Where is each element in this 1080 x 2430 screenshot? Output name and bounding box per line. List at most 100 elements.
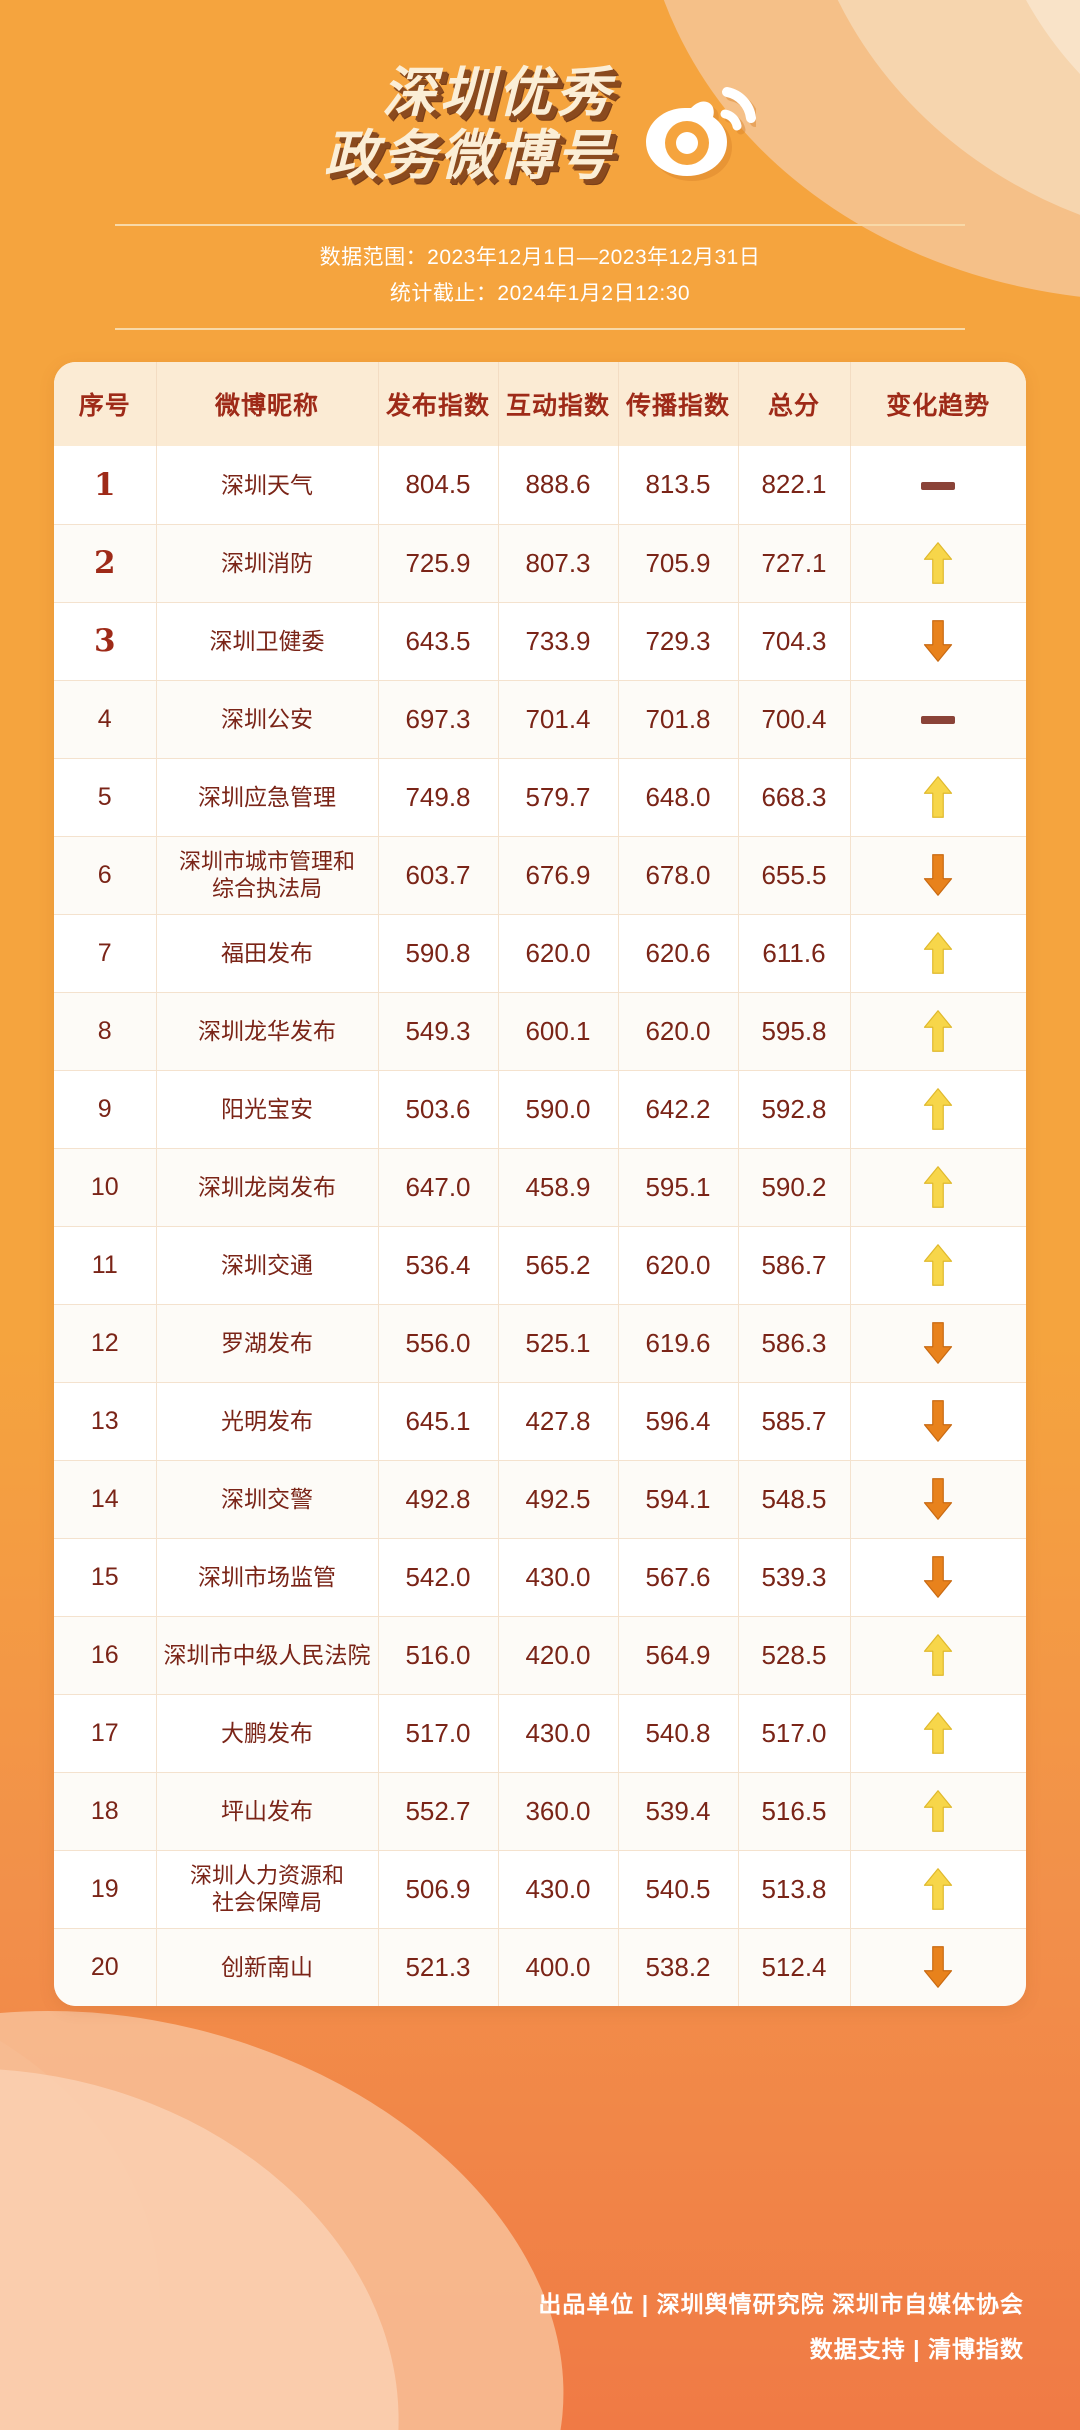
table-row[interactable]: 5 深圳应急管理 749.8 579.7 648.0 668.3 bbox=[54, 758, 1026, 837]
trend-down-icon bbox=[924, 1556, 953, 1599]
trend-up-icon bbox=[924, 542, 953, 585]
table-row[interactable]: 17 大鹏发布 517.0 430.0 540.8 517.0 bbox=[54, 1694, 1026, 1773]
cell-interaction-index: 430.0 bbox=[498, 1850, 619, 1929]
poster-title-line-1: 深圳优秀 bbox=[382, 61, 614, 125]
cell-rank: 10 bbox=[54, 1148, 157, 1227]
table-row[interactable]: 14 深圳交警 492.8 492.5 594.1 548.5 bbox=[54, 1460, 1026, 1539]
cell-interaction-index: 565.2 bbox=[498, 1226, 619, 1305]
table-header-row: 序号 微博昵称 发布指数 互动指数 传播指数 总分 变化趋势 bbox=[54, 362, 1026, 447]
trend-up-icon bbox=[924, 1244, 953, 1287]
cell-total-score: 516.5 bbox=[738, 1772, 851, 1851]
table-row[interactable]: 1 深圳天气 804.5 888.6 813.5 822.1 bbox=[54, 446, 1026, 525]
cell-publish-index: 503.6 bbox=[378, 1070, 499, 1149]
cell-rank: 15 bbox=[54, 1538, 157, 1617]
cell-spread-index: 642.2 bbox=[618, 1070, 739, 1149]
table-row[interactable]: 8 深圳龙华发布 549.3 600.1 620.0 595.8 bbox=[54, 992, 1026, 1071]
cell-spread-index: 596.4 bbox=[618, 1382, 739, 1461]
cell-total-score: 592.8 bbox=[738, 1070, 851, 1149]
cell-rank: 17 bbox=[54, 1694, 157, 1773]
cell-interaction-index: 430.0 bbox=[498, 1538, 619, 1617]
cell-interaction-index: 590.0 bbox=[498, 1070, 619, 1149]
cell-total-score: 611.6 bbox=[738, 914, 851, 993]
table-row[interactable]: 11 深圳交通 536.4 565.2 620.0 586.7 bbox=[54, 1226, 1026, 1305]
cell-rank: 19 bbox=[54, 1850, 157, 1929]
footer-producer: 出品单位 | 深圳舆情研究院 深圳市自媒体协会 bbox=[538, 2291, 1024, 2318]
cell-trend bbox=[850, 992, 1026, 1071]
cell-publish-index: 697.3 bbox=[378, 680, 499, 759]
cell-account-name: 深圳市中级人民法院 bbox=[156, 1616, 379, 1695]
cell-account-name: 深圳卫健委 bbox=[156, 602, 379, 681]
trend-down-icon bbox=[924, 1400, 953, 1443]
table-row[interactable]: 4 深圳公安 697.3 701.4 701.8 700.4 bbox=[54, 680, 1026, 759]
col-header-trend: 变化趋势 bbox=[850, 362, 1026, 447]
cell-total-score: 528.5 bbox=[738, 1616, 851, 1695]
cell-publish-index: 517.0 bbox=[378, 1694, 499, 1773]
cell-spread-index: 648.0 bbox=[618, 758, 739, 837]
cell-interaction-index: 888.6 bbox=[498, 446, 619, 525]
cell-spread-index: 595.1 bbox=[618, 1148, 739, 1227]
cell-trend bbox=[850, 914, 1026, 993]
cell-account-name: 坪山发布 bbox=[156, 1772, 379, 1851]
cell-spread-index: 594.1 bbox=[618, 1460, 739, 1539]
meta-data-cutoff: 统计截止：2024年1月2日12:30 bbox=[389, 282, 691, 306]
cell-total-score: 585.7 bbox=[738, 1382, 851, 1461]
cell-account-name: 深圳人力资源和 社会保障局 bbox=[156, 1850, 379, 1929]
table-row[interactable]: 18 坪山发布 552.7 360.0 539.4 516.5 bbox=[54, 1772, 1026, 1851]
cell-interaction-index: 701.4 bbox=[498, 680, 619, 759]
cell-total-score: 668.3 bbox=[738, 758, 851, 837]
cell-trend bbox=[850, 1148, 1026, 1227]
cell-trend bbox=[850, 1538, 1026, 1617]
table-row[interactable]: 10 深圳龙岗发布 647.0 458.9 595.1 590.2 bbox=[54, 1148, 1026, 1227]
table-row[interactable]: 9 阳光宝安 503.6 590.0 642.2 592.8 bbox=[54, 1070, 1026, 1149]
title-block: 深圳优秀 政务微博号 bbox=[324, 62, 614, 187]
table-row[interactable]: 13 光明发布 645.1 427.8 596.4 585.7 bbox=[54, 1382, 1026, 1461]
cell-trend bbox=[850, 1382, 1026, 1461]
cell-account-name: 光明发布 bbox=[156, 1382, 379, 1461]
table-row[interactable]: 20 创新南山 521.3 400.0 538.2 512.4 bbox=[54, 1928, 1026, 2007]
table-row[interactable]: 15 深圳市场监管 542.0 430.0 567.6 539.3 bbox=[54, 1538, 1026, 1617]
cell-total-score: 727.1 bbox=[738, 524, 851, 603]
cell-trend bbox=[850, 836, 1026, 915]
table-row[interactable]: 12 罗湖发布 556.0 525.1 619.6 586.3 bbox=[54, 1304, 1026, 1383]
poster-footer: 出品单位 | 深圳舆情研究院 深圳市自媒体协会 数据支持 | 清博指数 bbox=[538, 2282, 1024, 2372]
cell-interaction-index: 579.7 bbox=[498, 758, 619, 837]
table-row[interactable]: 2 深圳消防 725.9 807.3 705.9 727.1 bbox=[54, 524, 1026, 603]
cell-rank: 2 bbox=[54, 524, 157, 603]
cell-total-score: 700.4 bbox=[738, 680, 851, 759]
table-row[interactable]: 6 深圳市城市管理和 综合执法局 603.7 676.9 678.0 655.5 bbox=[54, 836, 1026, 915]
cell-spread-index: 564.9 bbox=[618, 1616, 739, 1695]
trend-down-icon bbox=[924, 1478, 953, 1521]
cell-trend bbox=[850, 1460, 1026, 1539]
table-row[interactable]: 16 深圳市中级人民法院 516.0 420.0 564.9 528.5 bbox=[54, 1616, 1026, 1695]
trend-up-icon bbox=[924, 932, 953, 975]
cell-spread-index: 540.8 bbox=[618, 1694, 739, 1773]
ranking-card: 序号 微博昵称 发布指数 互动指数 传播指数 总分 变化趋势 1 深圳天气 804.… bbox=[54, 362, 1026, 2007]
table-body: 1 深圳天气 804.5 888.6 813.5 822.1 2 深圳消防 725.9 807.3… bbox=[54, 446, 1026, 2007]
cell-spread-index: 678.0 bbox=[618, 836, 739, 915]
table-row[interactable]: 7 福田发布 590.8 620.0 620.6 611.6 bbox=[54, 914, 1026, 993]
cell-spread-index: 538.2 bbox=[618, 1928, 739, 2007]
poster-header: 深圳优秀 政务微博号 数据范围：2023年12月1日—2023年12月31日 统… bbox=[0, 0, 1080, 331]
cell-account-name: 创新南山 bbox=[156, 1928, 379, 2007]
trend-down-icon bbox=[924, 620, 953, 663]
trend-flat-icon bbox=[921, 716, 956, 725]
col-header-publish: 发布指数 bbox=[378, 362, 499, 447]
trend-up-icon bbox=[924, 1868, 953, 1911]
cell-total-score: 586.3 bbox=[738, 1304, 851, 1383]
trend-flat-icon bbox=[921, 481, 956, 490]
trend-down-icon bbox=[924, 854, 953, 897]
cell-total-score: 513.8 bbox=[738, 1850, 851, 1929]
cell-trend bbox=[850, 1304, 1026, 1383]
cell-rank: 20 bbox=[54, 1928, 157, 2007]
trend-down-icon bbox=[924, 1946, 953, 1989]
trend-up-icon bbox=[924, 1712, 953, 1755]
col-header-rank: 序号 bbox=[54, 362, 157, 447]
table-row[interactable]: 3 深圳卫健委 643.5 733.9 729.3 704.3 bbox=[54, 602, 1026, 681]
cell-interaction-index: 600.1 bbox=[498, 992, 619, 1071]
cell-publish-index: 536.4 bbox=[378, 1226, 499, 1305]
cell-publish-index: 549.3 bbox=[378, 992, 499, 1071]
cell-total-score: 822.1 bbox=[738, 446, 851, 525]
cell-publish-index: 725.9 bbox=[378, 524, 499, 603]
table-row[interactable]: 19 深圳人力资源和 社会保障局 506.9 430.0 540.5 513.8 bbox=[54, 1850, 1026, 1929]
cell-spread-index: 705.9 bbox=[618, 524, 739, 603]
